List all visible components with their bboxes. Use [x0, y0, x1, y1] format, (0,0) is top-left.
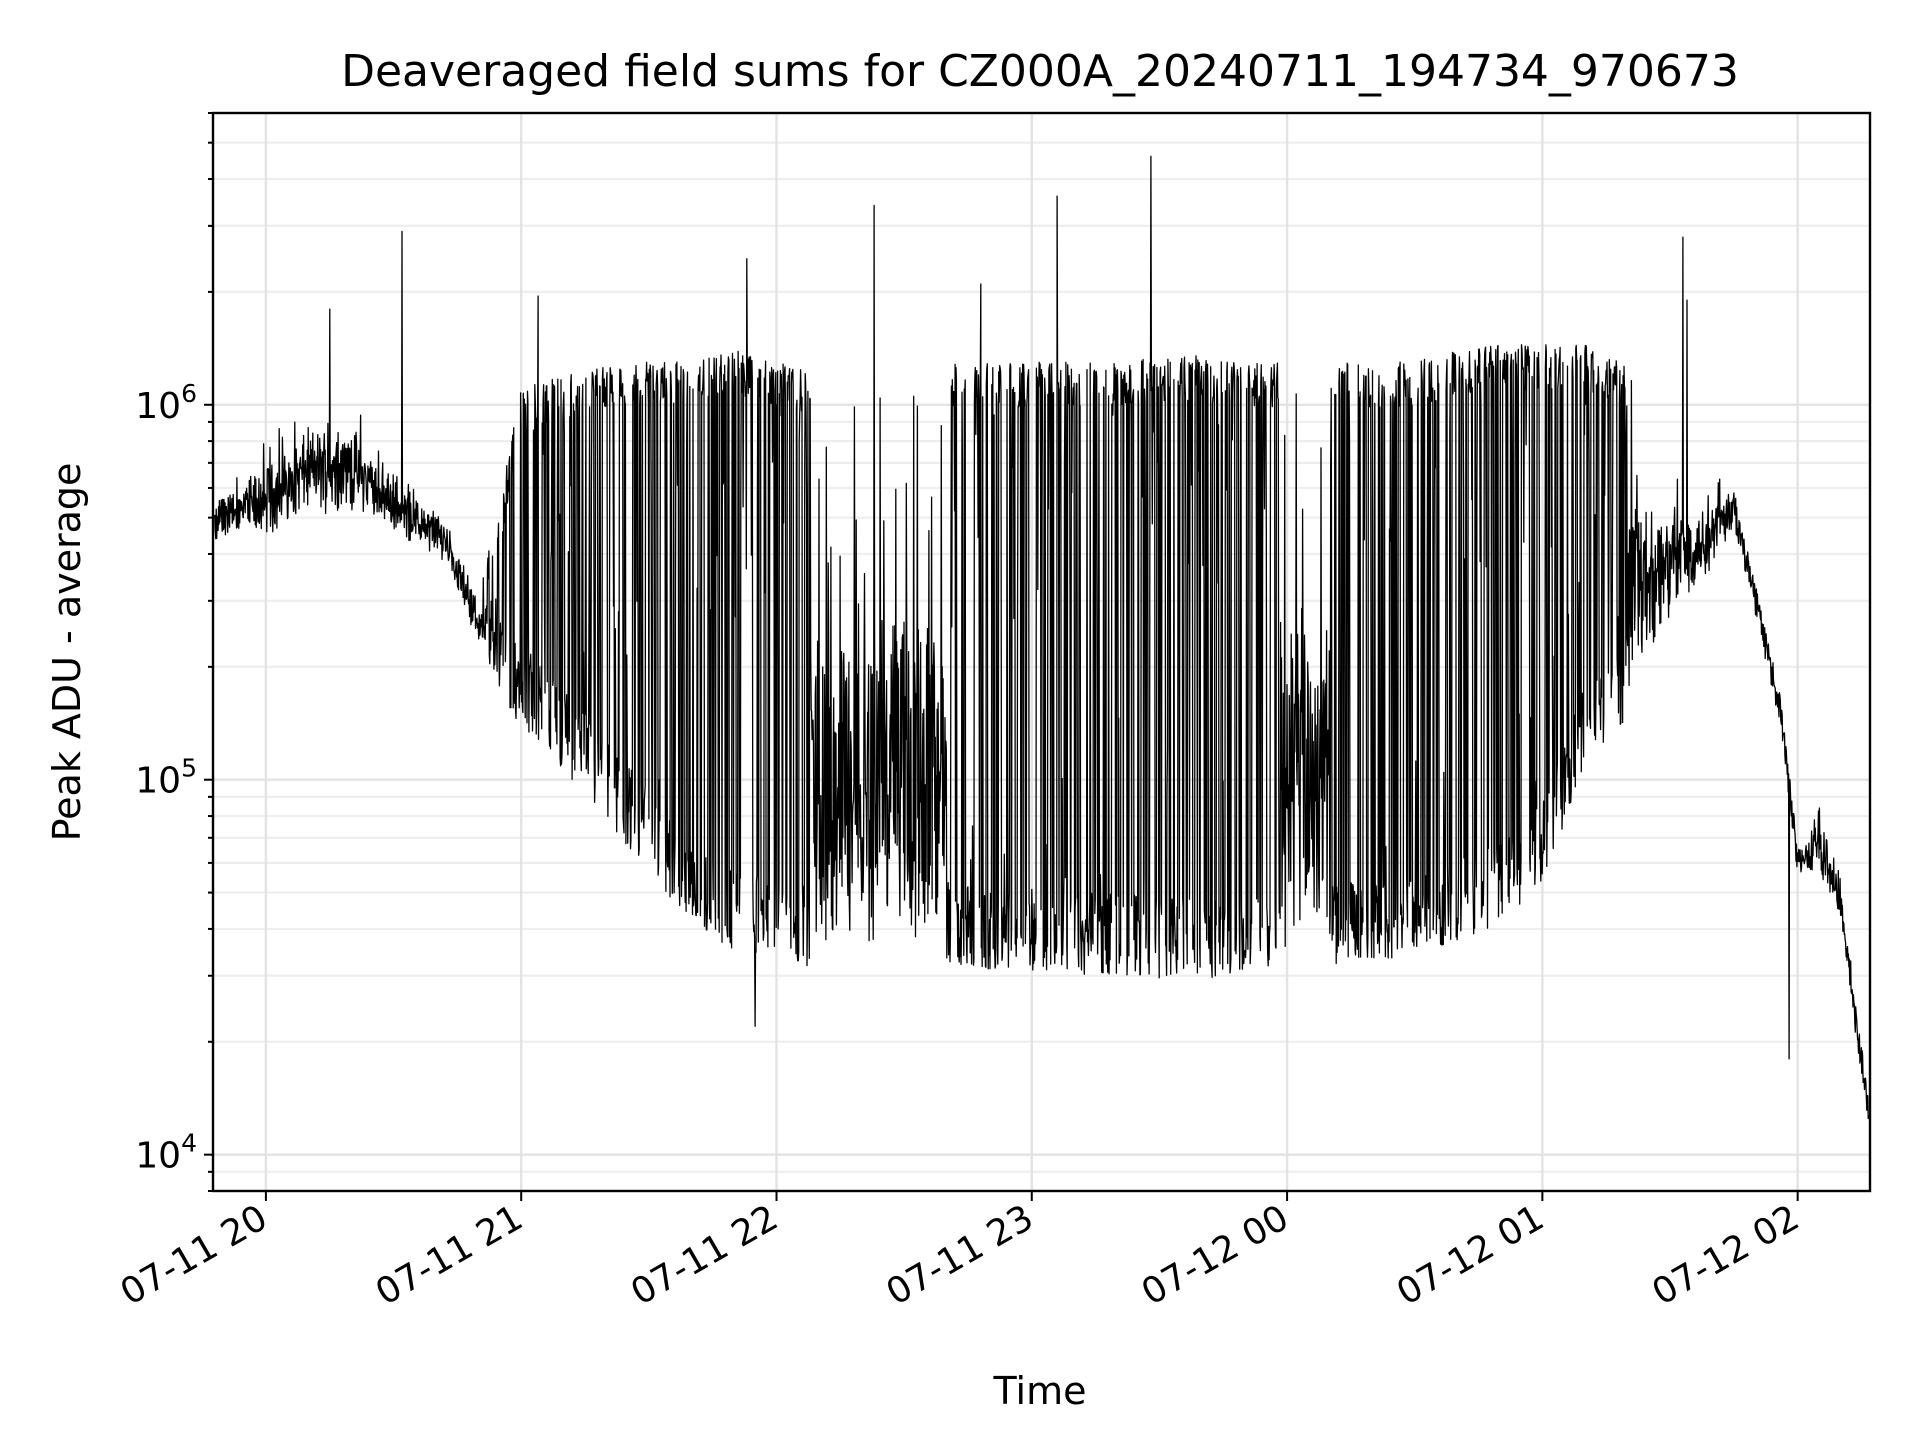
y-tick-label: 104	[135, 1129, 197, 1177]
plot-frame	[211, 111, 1872, 1193]
series-line	[214, 155, 1871, 1120]
x-axis-label: Time	[993, 1369, 1087, 1413]
series-group	[214, 155, 1871, 1120]
y-tick-label: 106	[135, 379, 197, 427]
chart-title: Deaveraged field sums for CZ000A_2024071…	[341, 46, 1739, 97]
y-tick-label: 105	[135, 754, 197, 802]
y-axis-label: Peak ADU - average	[45, 463, 89, 842]
